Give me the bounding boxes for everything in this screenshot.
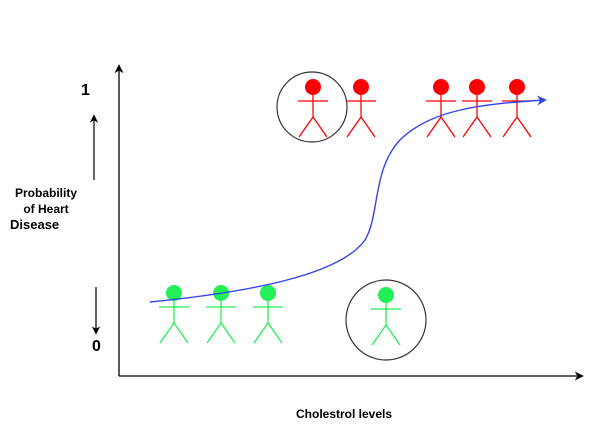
person-low [253,285,283,344]
person-head [166,285,182,301]
sigmoid-curve [149,95,547,303]
person-high [502,79,532,138]
highlighted-person-low [371,287,401,346]
person-head [433,79,449,95]
person-head [469,79,485,95]
person-head [260,285,276,301]
high-probability-group [298,79,532,138]
person-head [378,287,394,303]
person-high [346,79,376,138]
highlight-circle-high [276,71,348,143]
person-high [426,79,456,138]
y-axis-label-line-1: Probability [14,186,77,200]
person-head [353,79,369,95]
highlight-circle-low [345,279,427,361]
y-tick-0: 0 [92,338,101,355]
x-axis-label: Cholestrol levels [296,407,393,421]
highlighted-person-high [298,79,328,138]
y-axis-label: Probability of Heart Disease [8,185,84,233]
y-tick-1: 1 [81,82,90,99]
person-head [509,79,525,95]
low-probability-group [159,285,401,346]
person-high [462,79,492,138]
y-axis-label-line-3: Disease [10,217,60,232]
person-low [159,285,189,344]
person-head [305,79,321,95]
y-axis-label-line-2: of Heart [23,202,69,216]
